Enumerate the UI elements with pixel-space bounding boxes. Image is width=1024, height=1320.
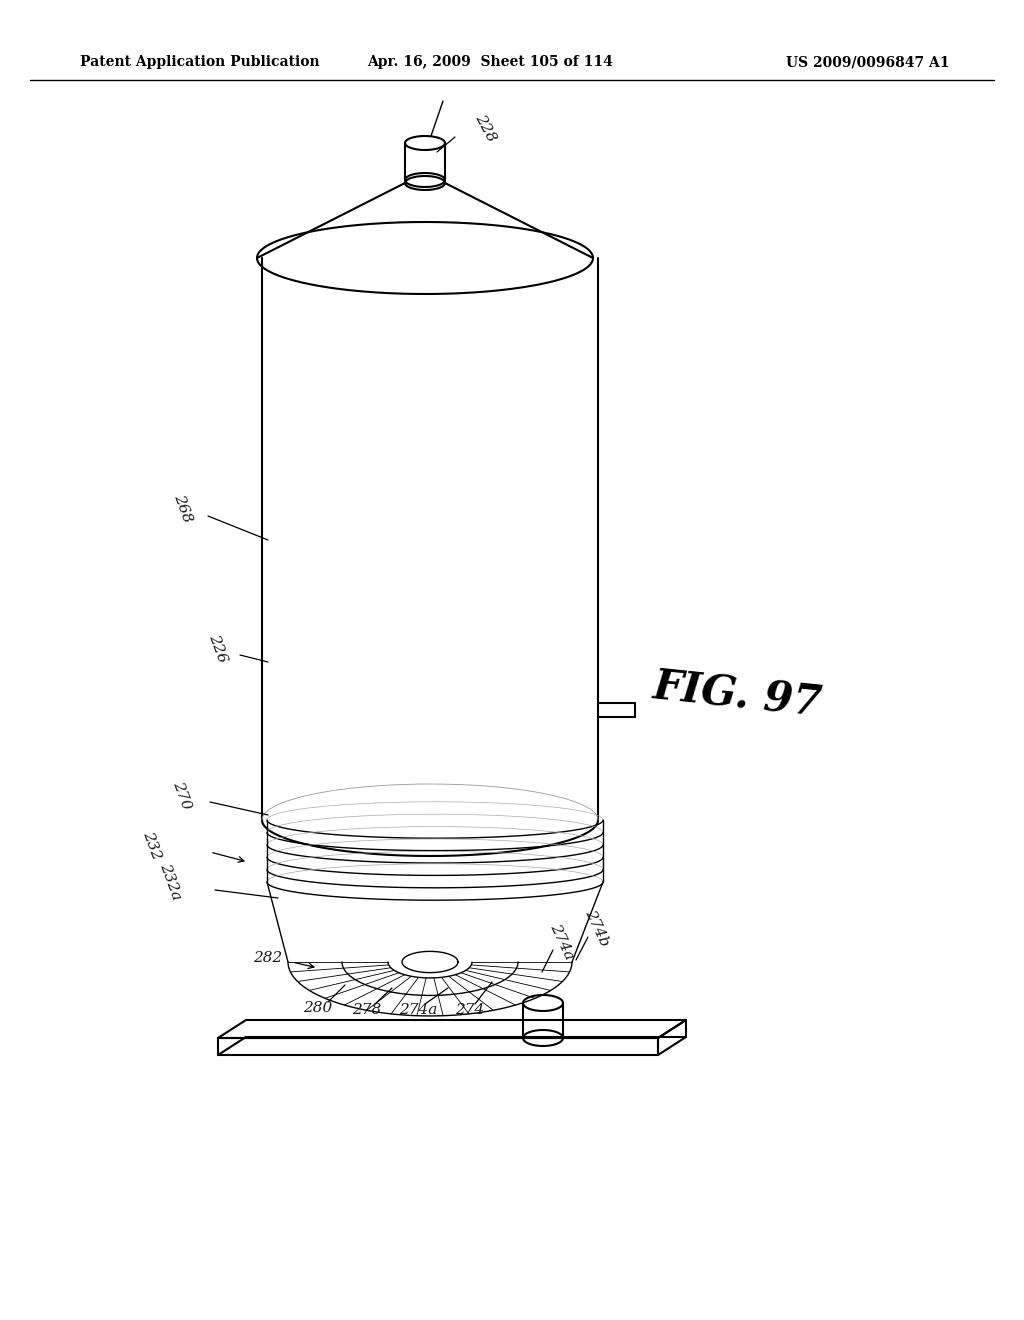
Text: FIG. 97: FIG. 97 <box>651 665 824 725</box>
Text: 278: 278 <box>352 1003 382 1016</box>
Text: 274b: 274b <box>583 907 611 949</box>
Text: 270: 270 <box>170 779 194 810</box>
Text: 280: 280 <box>303 1001 333 1015</box>
Text: 274a: 274a <box>398 1003 437 1016</box>
Text: 268: 268 <box>171 492 195 524</box>
Text: 228: 228 <box>472 112 498 144</box>
Text: 226: 226 <box>207 632 229 664</box>
Text: 232: 232 <box>140 829 164 861</box>
Text: 232a: 232a <box>157 862 183 903</box>
Text: 274a: 274a <box>548 921 577 962</box>
Text: Apr. 16, 2009  Sheet 105 of 114: Apr. 16, 2009 Sheet 105 of 114 <box>367 55 613 69</box>
Text: Patent Application Publication: Patent Application Publication <box>80 55 319 69</box>
Text: 274: 274 <box>456 1003 484 1016</box>
Text: 282: 282 <box>253 950 283 965</box>
Text: US 2009/0096847 A1: US 2009/0096847 A1 <box>786 55 950 69</box>
